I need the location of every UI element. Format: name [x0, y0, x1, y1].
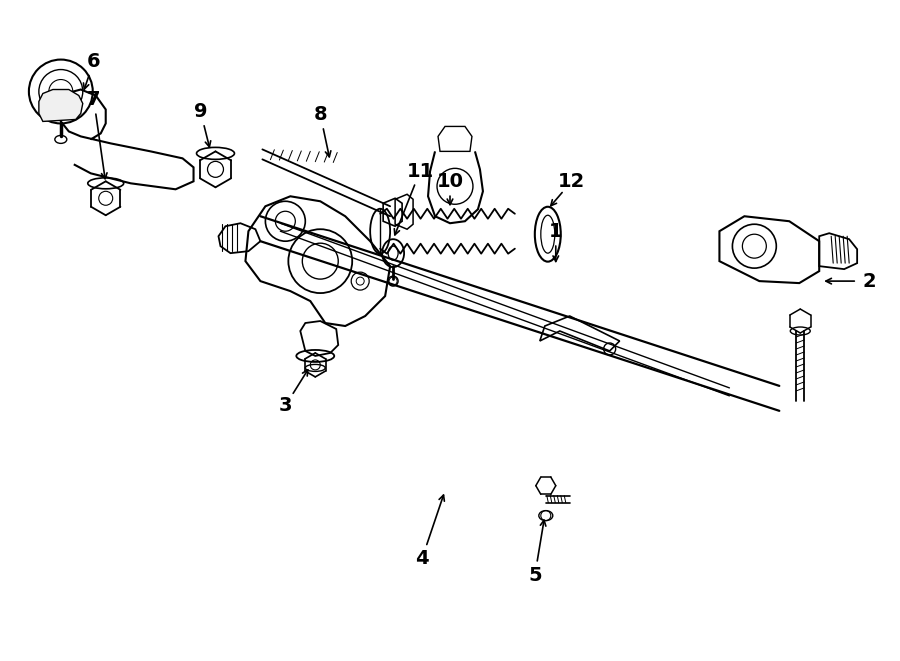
Text: 8: 8	[313, 105, 327, 124]
Text: 11: 11	[407, 162, 434, 181]
Polygon shape	[39, 89, 83, 122]
Text: 2: 2	[862, 272, 876, 291]
Text: 7: 7	[87, 90, 101, 109]
Text: 5: 5	[528, 566, 542, 585]
Text: 1: 1	[549, 221, 562, 241]
Text: 9: 9	[194, 102, 207, 121]
Text: 12: 12	[558, 172, 585, 191]
Text: 3: 3	[279, 397, 292, 415]
Text: 4: 4	[415, 549, 429, 568]
Text: 10: 10	[436, 172, 464, 191]
Text: 6: 6	[87, 52, 101, 71]
